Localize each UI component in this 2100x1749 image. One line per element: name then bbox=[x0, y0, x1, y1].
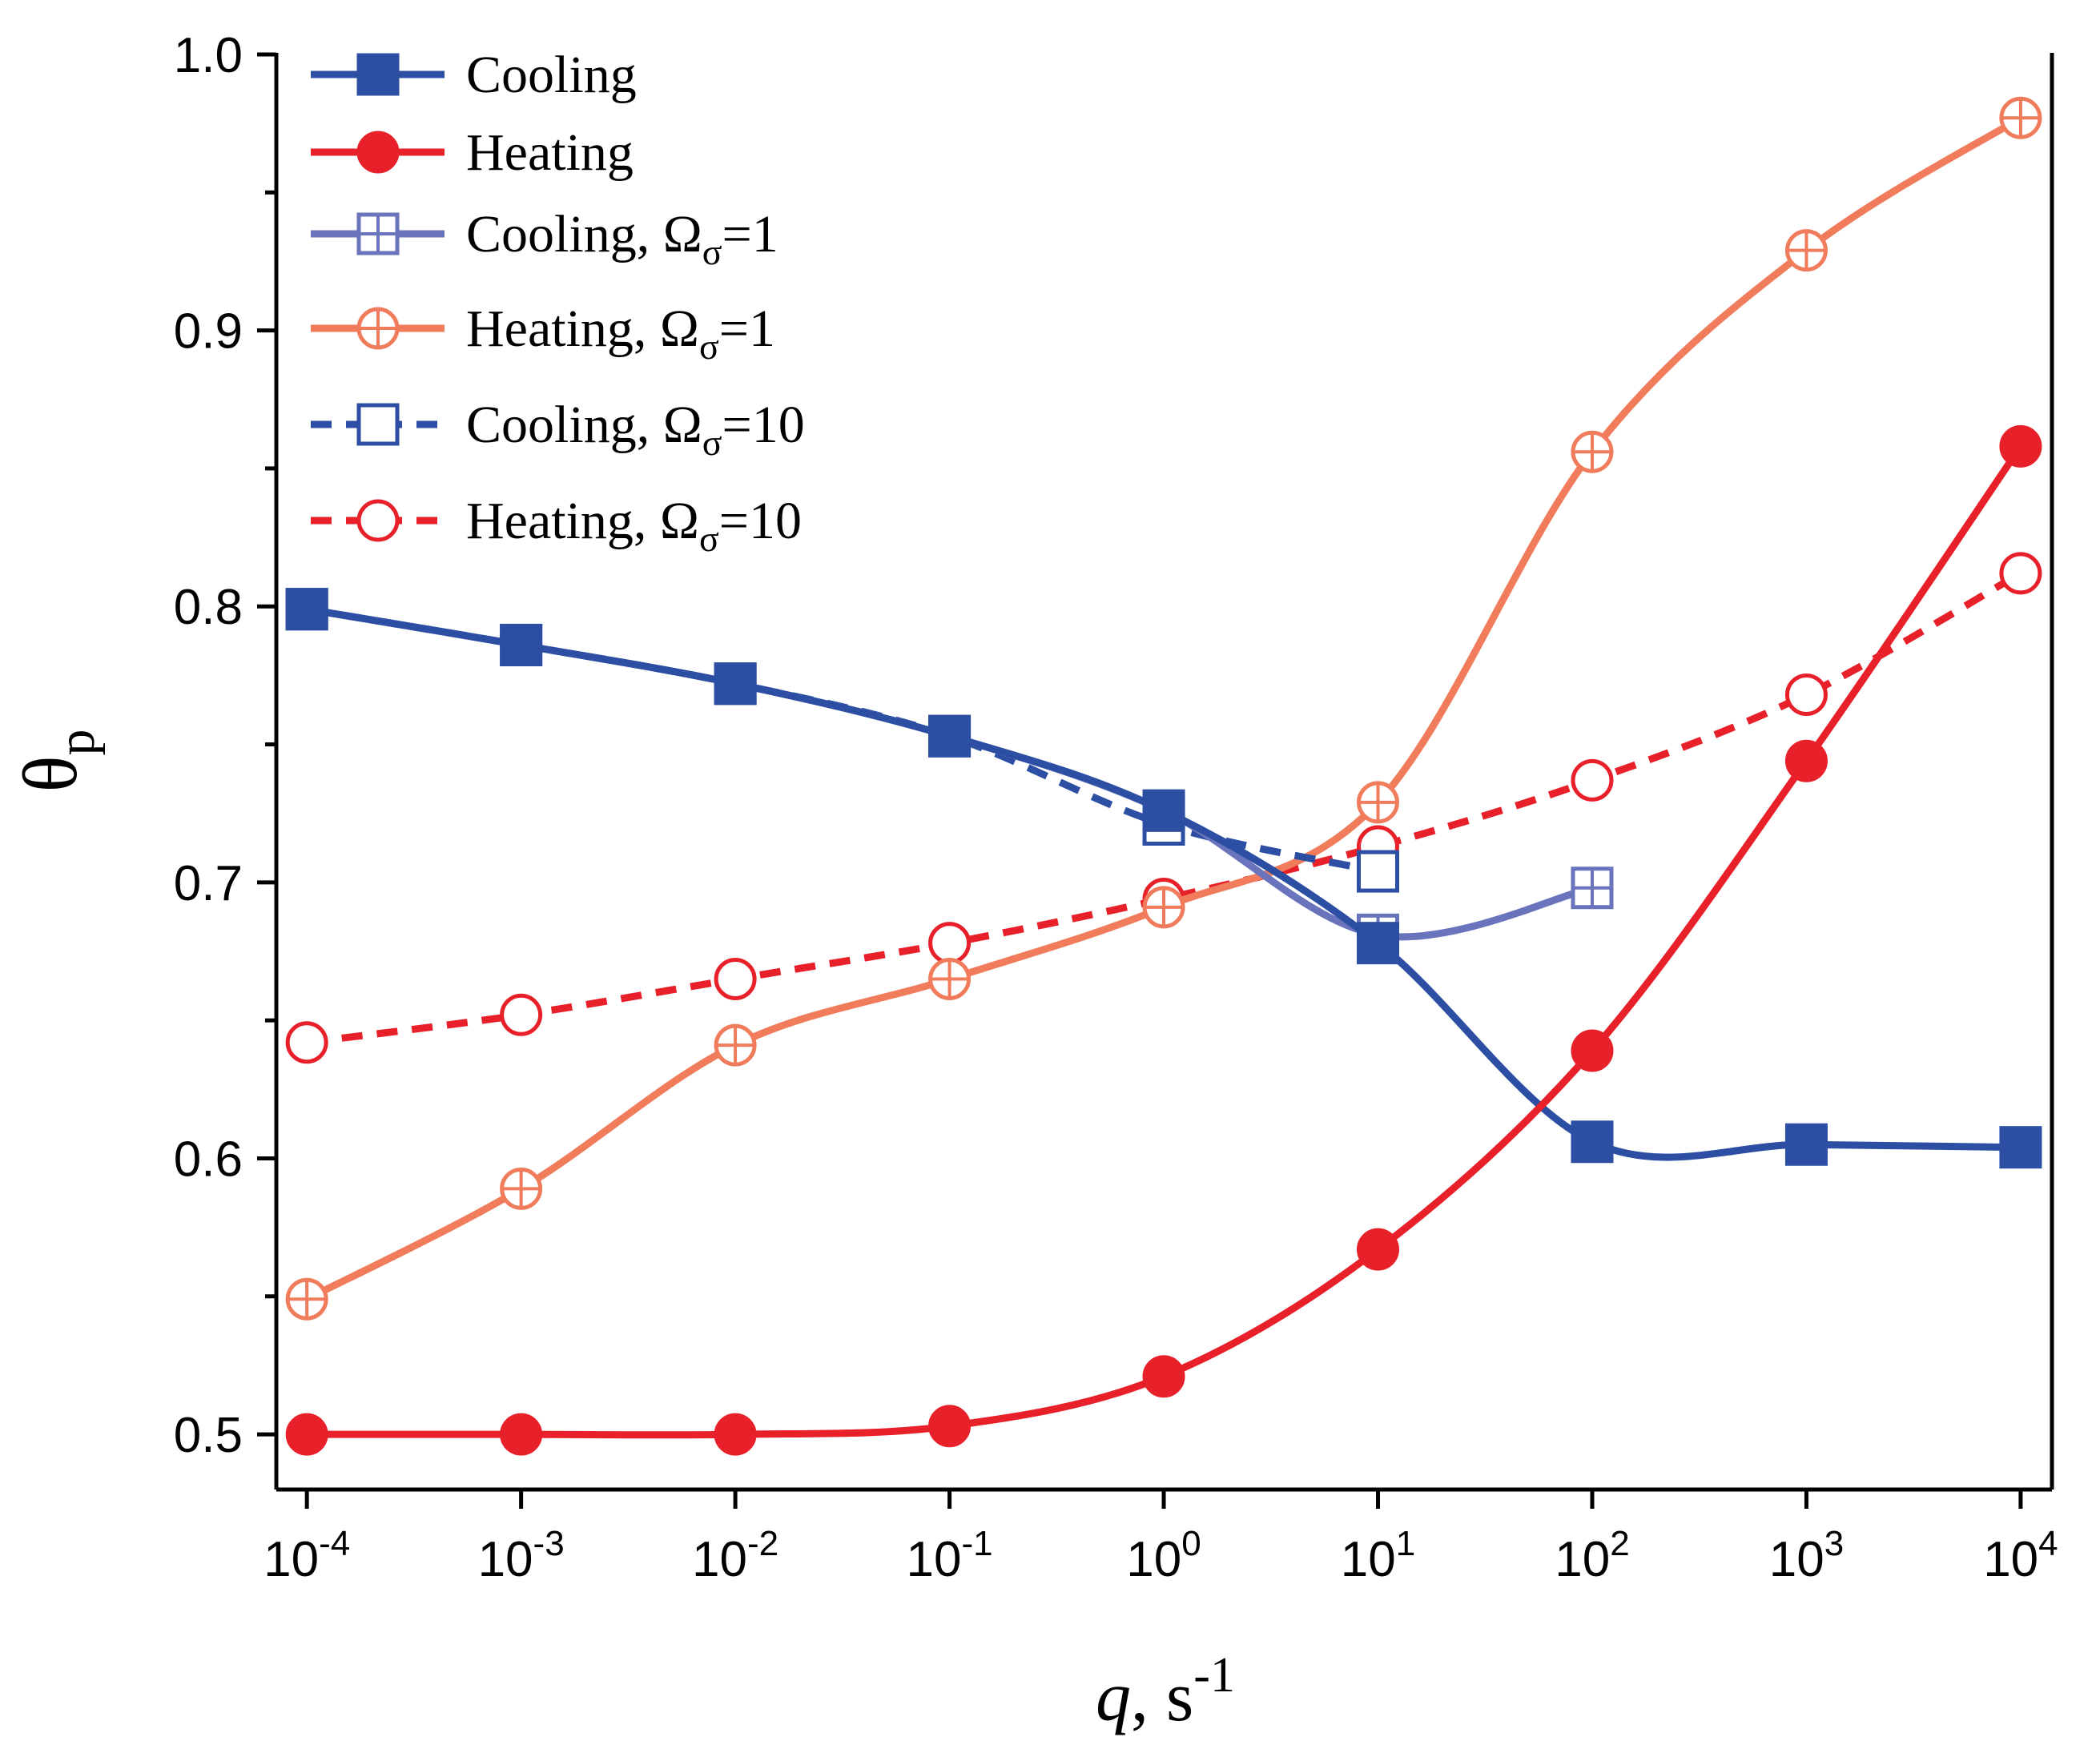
data-point bbox=[1999, 424, 2042, 468]
data-point bbox=[1571, 1029, 1614, 1072]
data-point bbox=[1571, 1120, 1614, 1164]
series-line bbox=[303, 114, 2025, 1303]
data-point bbox=[928, 714, 972, 758]
data-point bbox=[1784, 673, 1828, 717]
data-point bbox=[1357, 850, 1400, 893]
data-point bbox=[1571, 430, 1614, 473]
data-point bbox=[714, 1023, 757, 1067]
data-point bbox=[1999, 1126, 2042, 1169]
x-tick-label: 100 bbox=[1126, 1524, 1201, 1587]
series-2 bbox=[285, 588, 1614, 956]
x-tick-label: 10-2 bbox=[692, 1524, 778, 1587]
series-layer bbox=[285, 96, 2042, 1456]
legend-label: Cooling, Ωσ=1 bbox=[466, 205, 778, 272]
data-point bbox=[928, 1405, 972, 1448]
series-3 bbox=[285, 96, 2042, 1321]
legend: Cooling Heating Cooling, Ωσ=1 Heating, Ωσ=1… bbox=[311, 46, 805, 559]
data-point bbox=[500, 1167, 543, 1210]
data-point bbox=[1784, 739, 1828, 782]
y-tick-label: 0.8 bbox=[174, 580, 243, 635]
x-tick-label: 10-4 bbox=[264, 1524, 350, 1587]
legend-label: Heating, Ωσ=10 bbox=[466, 492, 802, 559]
data-point bbox=[1142, 789, 1185, 832]
series-line bbox=[303, 442, 2025, 1439]
data-point bbox=[285, 1021, 328, 1064]
series-1 bbox=[285, 424, 2042, 1456]
y-tick-label: 0.5 bbox=[174, 1408, 243, 1463]
x-tick-label: 103 bbox=[1769, 1524, 1844, 1587]
data-point bbox=[1784, 229, 1828, 272]
legend-marker bbox=[356, 212, 400, 255]
y-tick-label: 0.9 bbox=[174, 304, 243, 360]
data-point bbox=[928, 922, 972, 965]
legend-item: Cooling bbox=[311, 46, 637, 104]
legend-item: Heating bbox=[311, 123, 634, 182]
legend-marker bbox=[356, 403, 400, 446]
legend-marker bbox=[356, 53, 400, 96]
data-point bbox=[714, 957, 757, 1000]
data-point bbox=[1784, 1123, 1828, 1166]
y-axis-label: θp bbox=[7, 730, 106, 793]
series-line bbox=[306, 605, 1379, 875]
legend-item: Cooling, Ωσ=10 bbox=[311, 396, 805, 463]
legend-label: Heating, Ωσ=1 bbox=[466, 300, 775, 367]
legend-marker bbox=[356, 307, 400, 350]
data-point bbox=[1571, 866, 1614, 910]
legend-item: Heating, Ωσ=1 bbox=[311, 300, 775, 367]
data-point bbox=[285, 1413, 328, 1456]
data-point bbox=[285, 588, 328, 631]
y-tick-label: 1.0 bbox=[174, 28, 243, 83]
data-point bbox=[1999, 552, 2042, 595]
x-tick-label: 104 bbox=[1983, 1524, 2058, 1587]
data-point bbox=[1357, 1228, 1400, 1271]
x-tick-label: 10-1 bbox=[907, 1524, 993, 1587]
axis-labels: q, s-1 θp bbox=[7, 730, 1235, 1736]
x-tick-label: 10-3 bbox=[478, 1524, 565, 1587]
series-line bbox=[306, 569, 2023, 1047]
data-point bbox=[500, 1413, 543, 1456]
data-point bbox=[714, 662, 757, 706]
legend-item: Cooling, Ωσ=1 bbox=[311, 205, 778, 272]
x-axis-label: q, s-1 bbox=[1096, 1648, 1235, 1736]
data-point bbox=[1357, 922, 1400, 965]
data-point bbox=[1142, 1355, 1185, 1398]
legend-label: Cooling, Ωσ=10 bbox=[466, 396, 805, 463]
legend-item: Heating, Ωσ=10 bbox=[311, 492, 802, 559]
y-tick-label: 0.7 bbox=[174, 856, 243, 911]
data-point bbox=[1357, 781, 1400, 824]
data-point bbox=[714, 1413, 757, 1456]
axes: 0.5 0.6 0.7 0.8 0.9 1.0 10-4 10-3 10-2 10-1 100 101… bbox=[174, 28, 2058, 1587]
legend-marker bbox=[356, 499, 400, 542]
data-point bbox=[500, 623, 543, 666]
y-tick-label: 0.6 bbox=[174, 1132, 243, 1187]
x-tick-label: 102 bbox=[1555, 1524, 1629, 1587]
data-point bbox=[1999, 96, 2042, 139]
series-0 bbox=[285, 588, 2042, 1169]
legend-label: Cooling bbox=[466, 46, 637, 104]
data-point bbox=[500, 993, 543, 1036]
data-point bbox=[1571, 758, 1614, 802]
data-point bbox=[928, 957, 972, 1000]
legend-label: Heating bbox=[466, 123, 634, 182]
data-point bbox=[285, 1277, 328, 1321]
legend-marker bbox=[356, 131, 400, 174]
x-tick-label: 101 bbox=[1341, 1524, 1415, 1587]
data-point bbox=[1142, 886, 1185, 929]
